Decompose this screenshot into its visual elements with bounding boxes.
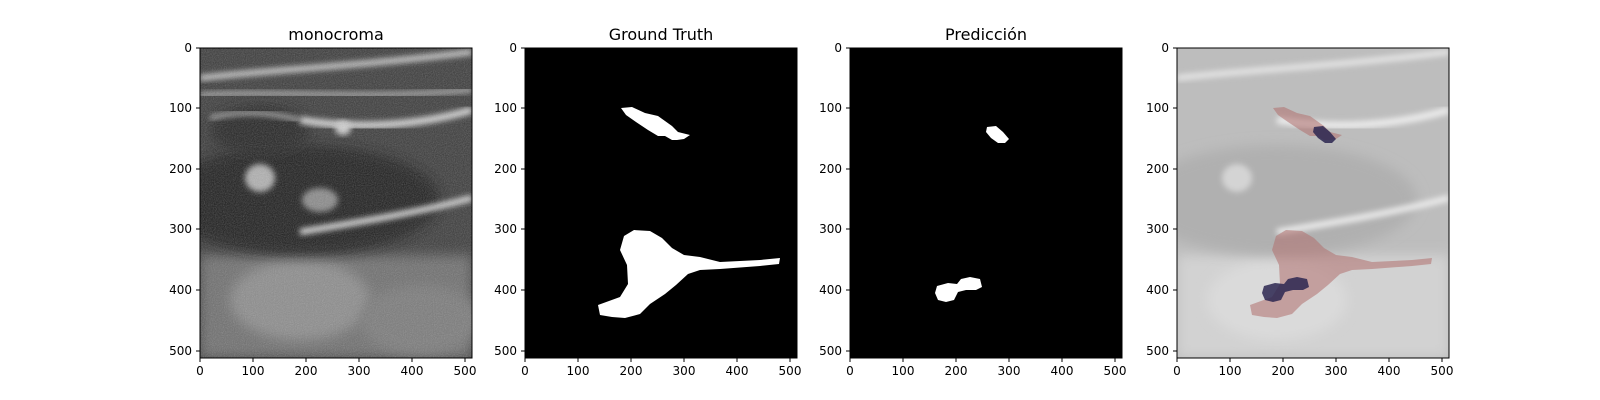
svg-text:200: 200: [1146, 162, 1169, 176]
svg-text:500: 500: [819, 344, 842, 358]
panel-title: monocroma: [288, 25, 384, 44]
y-axis: 0 100 200 300 400 500: [819, 41, 850, 358]
ground-truth-mask: [598, 107, 780, 318]
svg-text:0: 0: [1173, 364, 1181, 378]
svg-text:500: 500: [1104, 364, 1127, 378]
svg-text:0: 0: [834, 41, 842, 55]
svg-text:0: 0: [509, 41, 517, 55]
svg-text:200: 200: [494, 162, 517, 176]
svg-text:100: 100: [567, 364, 590, 378]
svg-text:200: 200: [1272, 364, 1295, 378]
svg-text:100: 100: [169, 101, 192, 115]
svg-text:500: 500: [494, 344, 517, 358]
axes-frame: [849, 47, 1123, 359]
svg-text:300: 300: [819, 222, 842, 236]
ultrasound-image: [200, 48, 472, 358]
svg-text:300: 300: [1325, 364, 1348, 378]
x-axis: 0 100 200 300 400 500: [846, 358, 1126, 378]
svg-text:0: 0: [196, 364, 204, 378]
axes-frame: [524, 47, 798, 359]
overlay-prediction: [1262, 126, 1336, 302]
svg-text:300: 300: [673, 364, 696, 378]
svg-text:400: 400: [169, 283, 192, 297]
panel-prediction: Predicción 0 100 200 300 400 500 0 100 2…: [819, 25, 1126, 378]
svg-text:400: 400: [401, 364, 424, 378]
svg-text:0: 0: [184, 41, 192, 55]
x-axis: 0 100 200 300 400 500: [1173, 358, 1453, 378]
svg-text:400: 400: [494, 283, 517, 297]
svg-text:500: 500: [1146, 344, 1169, 358]
x-axis: 0 100 200 300 400 500: [196, 358, 476, 378]
svg-text:300: 300: [1146, 222, 1169, 236]
svg-text:200: 200: [295, 364, 318, 378]
svg-text:400: 400: [1146, 283, 1169, 297]
svg-text:400: 400: [819, 283, 842, 297]
y-axis: 0 100 200 300 400 500: [1146, 41, 1177, 358]
svg-text:300: 300: [494, 222, 517, 236]
svg-text:200: 200: [620, 364, 643, 378]
svg-text:200: 200: [819, 162, 842, 176]
svg-text:400: 400: [1378, 364, 1401, 378]
panel-ground-truth: Ground Truth 0 100 200 300 400 500 0 100…: [494, 25, 801, 378]
svg-text:100: 100: [819, 101, 842, 115]
prediction-mask: [935, 126, 1009, 302]
svg-text:300: 300: [169, 222, 192, 236]
svg-text:500: 500: [454, 364, 477, 378]
svg-text:300: 300: [348, 364, 371, 378]
svg-text:0: 0: [846, 364, 854, 378]
svg-text:0: 0: [521, 364, 529, 378]
svg-text:400: 400: [1051, 364, 1074, 378]
svg-text:300: 300: [998, 364, 1021, 378]
svg-text:500: 500: [169, 344, 192, 358]
overlay-image: [1177, 48, 1449, 358]
svg-text:100: 100: [494, 101, 517, 115]
svg-text:0: 0: [1161, 41, 1169, 55]
svg-text:500: 500: [1431, 364, 1454, 378]
panel-title: Predicción: [945, 25, 1027, 44]
mask-background: [525, 48, 797, 358]
svg-text:200: 200: [169, 162, 192, 176]
panel-title: Ground Truth: [609, 25, 714, 44]
svg-text:200: 200: [945, 364, 968, 378]
svg-text:100: 100: [1219, 364, 1242, 378]
svg-text:100: 100: [242, 364, 265, 378]
svg-text:100: 100: [1146, 101, 1169, 115]
y-axis: 0 100 200 300 400 500: [494, 41, 525, 358]
x-axis: 0 100 200 300 400 500: [521, 358, 801, 378]
svg-text:400: 400: [726, 364, 749, 378]
panel-monocroma: monocroma 0 100 200: [169, 25, 476, 378]
panel-overlay: 0 100 200 300 400 500 0 100 200 300 400 …: [1146, 41, 1453, 378]
mask-background: [850, 48, 1122, 358]
svg-text:100: 100: [892, 364, 915, 378]
axes-frame: [199, 47, 473, 359]
axes-frame: [1176, 47, 1450, 359]
svg-text:500: 500: [779, 364, 802, 378]
y-axis: 0 100 200 300 400 500: [169, 41, 200, 358]
